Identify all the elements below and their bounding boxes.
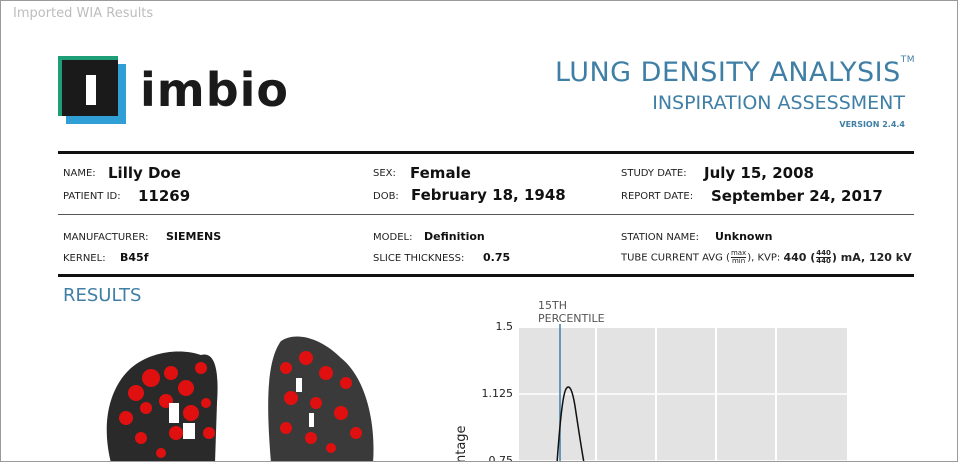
report-date: September 24, 2017 — [711, 187, 883, 205]
logo-mark-bar — [86, 75, 96, 105]
tube-value-start: 440 ( — [783, 250, 816, 264]
results-heading: RESULTS — [63, 285, 142, 306]
imbio-logo: imbio — [58, 56, 288, 128]
percentile-label-line2: PERCENTILE — [538, 312, 605, 325]
tube-value-end: ) mA, 120 kV — [831, 250, 912, 264]
lung-ct-image — [106, 336, 374, 461]
divider — [58, 274, 914, 277]
y-axis-label: ntage — [454, 425, 469, 462]
report-title-text: LUNG DENSITY ANALYSIS — [555, 57, 901, 88]
density-histogram-chart: 15TH PERCENTILE 1.5 1.125 0.75 ntage — [454, 299, 847, 462]
fraction-bottom: min — [731, 257, 746, 265]
model-label: MODEL: — [373, 232, 413, 243]
fraction-top: 440 — [816, 249, 831, 258]
study-date-label: STUDY DATE: — [621, 168, 687, 179]
tube-current-label: TUBE CURRENT AVG (max min), KVP: 440 (440… — [621, 250, 912, 265]
window-title: Imported WIA Results — [13, 6, 154, 21]
name-label: NAME: — [63, 168, 96, 179]
logo-text: imbio — [140, 63, 289, 117]
tube-current-value: 440 (440 440) mA, 120 kV — [783, 250, 912, 265]
report-title: LUNG DENSITY ANALYSISTM — [555, 55, 915, 88]
slice-thickness-label: SLICE THICKNESS: — [373, 253, 465, 264]
station-name: Unknown — [715, 230, 773, 243]
manufacturer: SIEMENS — [166, 230, 222, 243]
divider — [58, 151, 914, 154]
patient-id-label: PATIENT ID: — [63, 191, 121, 202]
patient-id: 11269 — [138, 187, 191, 205]
density-curve — [556, 386, 585, 461]
tube-label-end: ), KVP: — [747, 252, 781, 264]
slice-thickness: 0.75 — [483, 251, 511, 264]
sex-label: SEX: — [373, 168, 396, 179]
y-tick-label: 1.5 — [496, 320, 514, 333]
patient-dob: February 18, 1948 — [411, 186, 566, 204]
fraction-top: max — [730, 249, 747, 258]
fraction-bottom: 440 — [816, 257, 831, 265]
station-label: STATION NAME: — [621, 232, 699, 243]
patient-sex: Female — [410, 164, 471, 182]
tube-value-fraction: 440 440 — [816, 250, 831, 265]
kernel: B45f — [120, 251, 149, 264]
divider — [58, 214, 914, 215]
tube-label-start: TUBE CURRENT AVG ( — [621, 252, 730, 264]
study-date: July 15, 2008 — [704, 164, 814, 182]
trademark: TM — [900, 55, 915, 65]
percentile-label-line1: 15TH — [538, 299, 567, 312]
report-version: VERSION 2.4.4 — [839, 120, 905, 129]
model: Definition — [424, 230, 485, 243]
chart-plot-area — [519, 328, 847, 461]
report-subtitle: INSPIRATION ASSESSMENT — [652, 92, 905, 114]
report-date-label: REPORT DATE: — [621, 191, 694, 202]
dob-label: DOB: — [373, 191, 399, 202]
patient-name: Lilly Doe — [108, 164, 181, 182]
manufacturer-label: MANUFACTURER: — [63, 232, 149, 243]
kernel-label: KERNEL: — [63, 253, 106, 264]
y-tick-label: 0.75 — [489, 454, 514, 462]
y-tick-label: 1.125 — [482, 387, 514, 400]
tube-label-fraction: max min — [730, 249, 747, 265]
